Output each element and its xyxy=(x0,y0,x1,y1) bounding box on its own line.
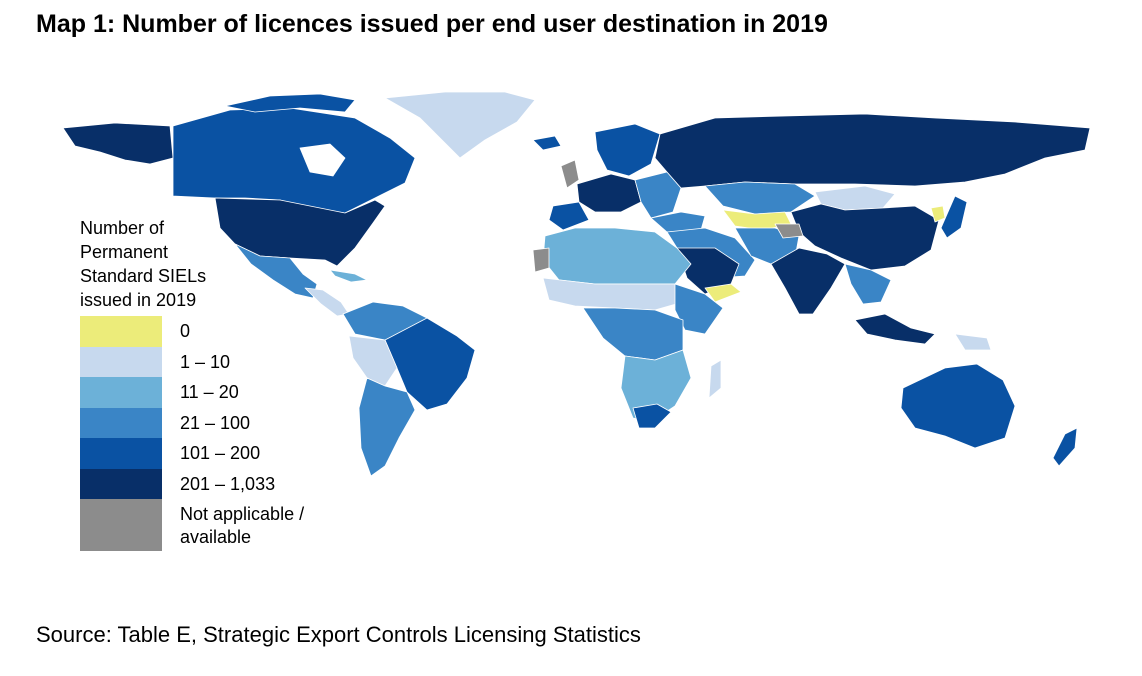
region-southern-africa xyxy=(620,349,692,423)
legend-item: 201 – 1,033 xyxy=(80,468,340,499)
source-note: Source: Table E, Strategic Export Contro… xyxy=(36,622,641,647)
legend-swatch xyxy=(80,407,162,438)
region-yemen xyxy=(704,283,742,303)
region-iberia xyxy=(548,201,590,231)
region-west-sahara xyxy=(532,247,550,273)
legend-item: 11 – 20 xyxy=(80,377,340,408)
region-horn-of-africa xyxy=(674,283,724,335)
region-sahel xyxy=(542,277,684,311)
map-regions xyxy=(62,91,1091,477)
region-canada xyxy=(172,107,416,214)
legend-title-line: issued in 2019 xyxy=(80,290,197,310)
region-southeast-asia xyxy=(844,263,892,305)
legend-item: 101 – 200 xyxy=(80,438,340,469)
legend-label: 21 – 100 xyxy=(180,412,251,433)
region-indonesia xyxy=(854,313,936,345)
legend-label: 1 – 10 xyxy=(180,351,231,372)
region-brazil xyxy=(384,317,476,411)
legend-swatch xyxy=(80,346,162,377)
region-greenland xyxy=(384,91,536,159)
region-canada-arctic-islands xyxy=(224,93,356,113)
region-kazakhstan xyxy=(704,181,816,215)
legend-item: 1 – 10 xyxy=(80,346,340,377)
region-western-europe xyxy=(576,173,642,213)
legend-label: 101 – 200 xyxy=(180,443,261,463)
legend-label: 0 xyxy=(180,321,191,341)
region-papua xyxy=(954,333,992,351)
legend-title-line: Permanent xyxy=(80,242,169,262)
legend-label: Not applicable / available xyxy=(180,504,305,547)
legend-title: Number of Permanent Standard SIELs issue… xyxy=(80,216,340,312)
map-legend: Number of Permanent Standard SIELs issue… xyxy=(80,216,340,551)
legend-label: 201 – 1,033 xyxy=(180,473,276,494)
legend-item: Not applicable / available xyxy=(80,499,340,551)
legend-title-line: Standard SIELs xyxy=(80,266,207,286)
legend-swatch xyxy=(80,377,162,408)
region-hudson-bay xyxy=(299,143,346,177)
legend-swatch xyxy=(80,438,162,469)
region-turkey xyxy=(650,211,706,233)
region-korea xyxy=(930,205,946,223)
region-japan xyxy=(940,195,968,239)
region-central-africa xyxy=(582,307,684,361)
legend-item: 0 xyxy=(80,316,340,347)
region-new-zealand xyxy=(1052,427,1078,467)
region-argentina-chile xyxy=(358,377,416,477)
region-afghanistan xyxy=(774,223,804,239)
region-australia xyxy=(900,363,1016,449)
region-russia xyxy=(654,113,1091,189)
region-uk xyxy=(560,159,580,189)
region-china xyxy=(790,203,940,271)
legend-item: 21 – 100 xyxy=(80,407,340,438)
legend-title-line: Number of xyxy=(80,218,165,238)
legend-swatch xyxy=(80,468,162,499)
legend-swatch xyxy=(80,499,162,551)
region-iceland xyxy=(532,135,562,151)
region-north-africa xyxy=(542,227,692,285)
region-india xyxy=(770,247,846,315)
region-alaska xyxy=(62,122,174,165)
region-south-africa xyxy=(632,403,672,429)
world-choropleth-map xyxy=(62,91,1091,477)
map-title: Map 1: Number of licences issued per end… xyxy=(36,10,828,38)
region-madagascar xyxy=(708,359,722,399)
region-scandinavia xyxy=(594,123,661,177)
region-caribbean xyxy=(329,269,368,283)
legend-swatch xyxy=(80,316,162,347)
legend-label: 11 – 20 xyxy=(180,382,239,402)
